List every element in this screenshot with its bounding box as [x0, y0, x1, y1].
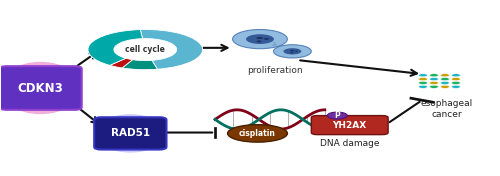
- Circle shape: [418, 81, 428, 84]
- Wedge shape: [110, 58, 132, 68]
- Circle shape: [256, 37, 262, 39]
- Circle shape: [256, 40, 262, 42]
- Text: YH2AX: YH2AX: [332, 121, 367, 130]
- Circle shape: [264, 38, 269, 40]
- Circle shape: [246, 34, 274, 44]
- Circle shape: [328, 112, 347, 119]
- Text: CDKN3: CDKN3: [18, 81, 64, 95]
- Ellipse shape: [94, 114, 166, 153]
- FancyBboxPatch shape: [312, 116, 388, 135]
- Text: cell cycle: cell cycle: [126, 45, 165, 54]
- Circle shape: [291, 50, 294, 51]
- Circle shape: [232, 30, 287, 49]
- Circle shape: [440, 74, 450, 77]
- Circle shape: [440, 85, 450, 88]
- Circle shape: [258, 37, 263, 39]
- Circle shape: [440, 81, 450, 84]
- Ellipse shape: [0, 62, 82, 114]
- Circle shape: [430, 77, 438, 81]
- Circle shape: [440, 77, 450, 81]
- Text: esophageal
cancer: esophageal cancer: [421, 99, 473, 119]
- Circle shape: [430, 81, 438, 84]
- Wedge shape: [88, 30, 142, 65]
- FancyBboxPatch shape: [94, 117, 166, 150]
- Text: P: P: [334, 111, 340, 120]
- Circle shape: [116, 39, 174, 60]
- Circle shape: [418, 74, 428, 77]
- Ellipse shape: [228, 125, 288, 142]
- Circle shape: [452, 74, 460, 77]
- Circle shape: [452, 81, 460, 84]
- Text: DNA damage: DNA damage: [320, 139, 380, 148]
- Circle shape: [430, 74, 438, 77]
- FancyBboxPatch shape: [0, 66, 82, 110]
- Text: proliferation: proliferation: [247, 66, 302, 75]
- Text: RAD51: RAD51: [111, 128, 150, 138]
- Circle shape: [452, 77, 460, 81]
- Circle shape: [290, 50, 294, 51]
- Circle shape: [274, 45, 312, 58]
- Circle shape: [284, 48, 302, 55]
- Circle shape: [418, 85, 428, 88]
- Circle shape: [430, 85, 438, 88]
- Wedge shape: [122, 60, 158, 70]
- Wedge shape: [140, 30, 202, 69]
- Text: cisplatin: cisplatin: [239, 129, 276, 138]
- Circle shape: [452, 85, 460, 88]
- Circle shape: [290, 52, 294, 53]
- Circle shape: [295, 51, 298, 52]
- Circle shape: [418, 77, 428, 81]
